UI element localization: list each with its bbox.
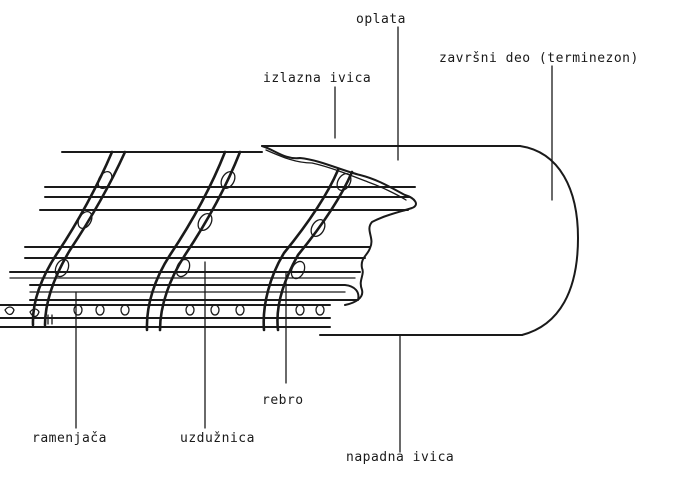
rib-2 bbox=[145, 150, 242, 332]
leader-lines bbox=[75, 26, 553, 453]
label-oplata: oplata bbox=[356, 12, 406, 27]
spar-ramenjaca bbox=[29, 284, 360, 316]
rib-3 bbox=[262, 168, 354, 332]
label-izlazna-ivica: izlazna ivica bbox=[263, 71, 371, 86]
label-ramenjaca: ramenjača bbox=[32, 431, 107, 446]
wing-skin bbox=[261, 145, 579, 336]
stringers-uzduznica bbox=[9, 151, 416, 279]
label-zavrsni-deo: završni deo (terminezon) bbox=[439, 51, 639, 66]
spar-web-holes bbox=[73, 304, 325, 316]
label-napadna-ivica: napadna ivica bbox=[346, 450, 454, 465]
label-rebro: rebro bbox=[262, 393, 304, 408]
label-uzduznica: uzdužnica bbox=[180, 431, 255, 446]
labels: oplata završni deo (terminezon) izlazna … bbox=[32, 12, 639, 465]
lower-frame bbox=[0, 304, 331, 328]
rib-1 bbox=[31, 150, 127, 327]
